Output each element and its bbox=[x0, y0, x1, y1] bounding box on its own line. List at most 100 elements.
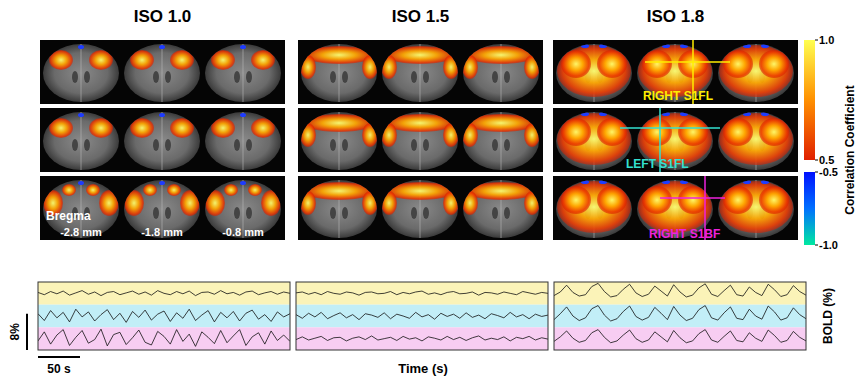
correlation-blob bbox=[362, 191, 378, 215]
correlation-blob bbox=[642, 50, 672, 78]
ventricle bbox=[234, 207, 240, 219]
correlation-blob bbox=[443, 191, 459, 215]
correlation-blob bbox=[443, 123, 459, 147]
scale-bar-time-label: 50 s bbox=[47, 362, 71, 376]
figure: ISO 1.0ISO 1.5ISO 1.8Bregma-2.8 mm-1.8 m… bbox=[0, 0, 862, 378]
correlation-blob bbox=[642, 118, 672, 146]
slice-overlay bbox=[719, 112, 793, 170]
bold-trace bbox=[38, 309, 290, 322]
correlation-blob bbox=[462, 55, 478, 79]
brain-slice bbox=[124, 180, 200, 238]
trace-band bbox=[38, 282, 290, 305]
trace-clip-group bbox=[296, 336, 548, 341]
anticorrelation-blob bbox=[662, 180, 670, 184]
slice-overlay bbox=[211, 112, 275, 170]
correlation-blob bbox=[130, 50, 154, 70]
anticorrelation-blob bbox=[159, 45, 165, 49]
correlation-blob bbox=[248, 184, 262, 196]
anticorrelation-blob bbox=[240, 45, 246, 49]
brain-slice bbox=[556, 44, 632, 102]
ventricle bbox=[246, 71, 252, 83]
slice-overlay bbox=[300, 44, 378, 102]
ventricle bbox=[342, 139, 348, 151]
anticorrelation-blob bbox=[78, 45, 84, 49]
ventricle bbox=[504, 139, 510, 151]
ventricle bbox=[153, 139, 159, 151]
correlation-blob bbox=[759, 50, 789, 78]
ventricle bbox=[153, 71, 159, 83]
region-label: LEFT S1FL bbox=[626, 157, 689, 171]
trace-frame bbox=[296, 282, 548, 350]
correlation-blob bbox=[462, 123, 478, 147]
brain-slice bbox=[124, 112, 200, 170]
correlation-blob bbox=[170, 50, 194, 70]
brain-slice bbox=[301, 180, 377, 238]
ventricle bbox=[330, 207, 336, 219]
correlation-blob bbox=[362, 55, 378, 79]
scale-bar-time bbox=[38, 356, 80, 358]
ventricle bbox=[492, 207, 498, 219]
trace-clip-group bbox=[554, 330, 806, 343]
trace-chart bbox=[554, 282, 806, 350]
column-title: ISO 1.8 bbox=[647, 7, 705, 26]
ventricle bbox=[342, 207, 348, 219]
trace-clip-group bbox=[296, 312, 548, 319]
correlation-blob bbox=[524, 55, 540, 79]
ventricle bbox=[153, 207, 159, 219]
correlation-blob bbox=[759, 118, 789, 146]
brain-slice bbox=[301, 112, 377, 170]
correlation-blob bbox=[261, 190, 281, 216]
slice-overlay bbox=[557, 112, 631, 170]
slice-overlay bbox=[300, 112, 378, 170]
correlation-blob bbox=[443, 55, 459, 79]
anticorrelation-blob bbox=[599, 180, 607, 184]
correlation-blob bbox=[124, 190, 144, 216]
brain-slice bbox=[382, 44, 458, 102]
correlation-blob bbox=[362, 123, 378, 147]
brain-slice bbox=[463, 112, 539, 170]
image-panel bbox=[40, 108, 285, 172]
ventricle bbox=[72, 71, 78, 83]
midline bbox=[81, 44, 82, 102]
trace-chart bbox=[296, 282, 548, 350]
colorbar-tick-label: -0.5 bbox=[819, 166, 838, 178]
anticorrelation-blob bbox=[761, 44, 769, 48]
image-panel bbox=[298, 176, 543, 240]
colorbar-segment bbox=[804, 172, 815, 245]
correlation-blob bbox=[638, 181, 712, 233]
correlation-blob bbox=[89, 118, 113, 138]
trace-band bbox=[296, 305, 548, 328]
correlation-blob bbox=[561, 50, 591, 78]
anticorrelation-blob bbox=[680, 180, 688, 184]
trace-clip-group bbox=[554, 283, 806, 297]
correlation-blob bbox=[723, 118, 753, 146]
colorbar-tick-label: 0.5 bbox=[819, 154, 834, 166]
image-panel bbox=[40, 40, 285, 104]
x-axis-title: Time (s) bbox=[398, 361, 448, 376]
slice-overlay bbox=[462, 44, 540, 102]
colorbar-title: Correlation Coefficient bbox=[843, 85, 857, 214]
anticorrelation-blob bbox=[662, 44, 670, 48]
trace-clip-group bbox=[554, 306, 806, 321]
ventricle bbox=[492, 71, 498, 83]
correlation-blob bbox=[642, 186, 672, 214]
anticorrelation-blob bbox=[680, 112, 688, 116]
correlation-blob bbox=[86, 184, 100, 196]
ventricle bbox=[84, 71, 90, 83]
ventricle bbox=[411, 139, 417, 151]
trace-clip-group bbox=[38, 291, 290, 296]
correlation-blob bbox=[49, 50, 73, 70]
brain-slice bbox=[205, 112, 281, 170]
trace-chart bbox=[38, 282, 290, 350]
ventricle bbox=[234, 139, 240, 151]
correlation-blob bbox=[723, 186, 753, 214]
trace-frame bbox=[554, 282, 806, 350]
trace-clip-group bbox=[38, 329, 290, 346]
trace-clip-group bbox=[38, 309, 290, 322]
slice-overlay bbox=[719, 44, 793, 102]
ventricle bbox=[423, 207, 429, 219]
ventricle bbox=[423, 139, 429, 151]
correlation-blob bbox=[170, 118, 194, 138]
ventricle bbox=[165, 139, 171, 151]
trace-band bbox=[554, 327, 806, 350]
